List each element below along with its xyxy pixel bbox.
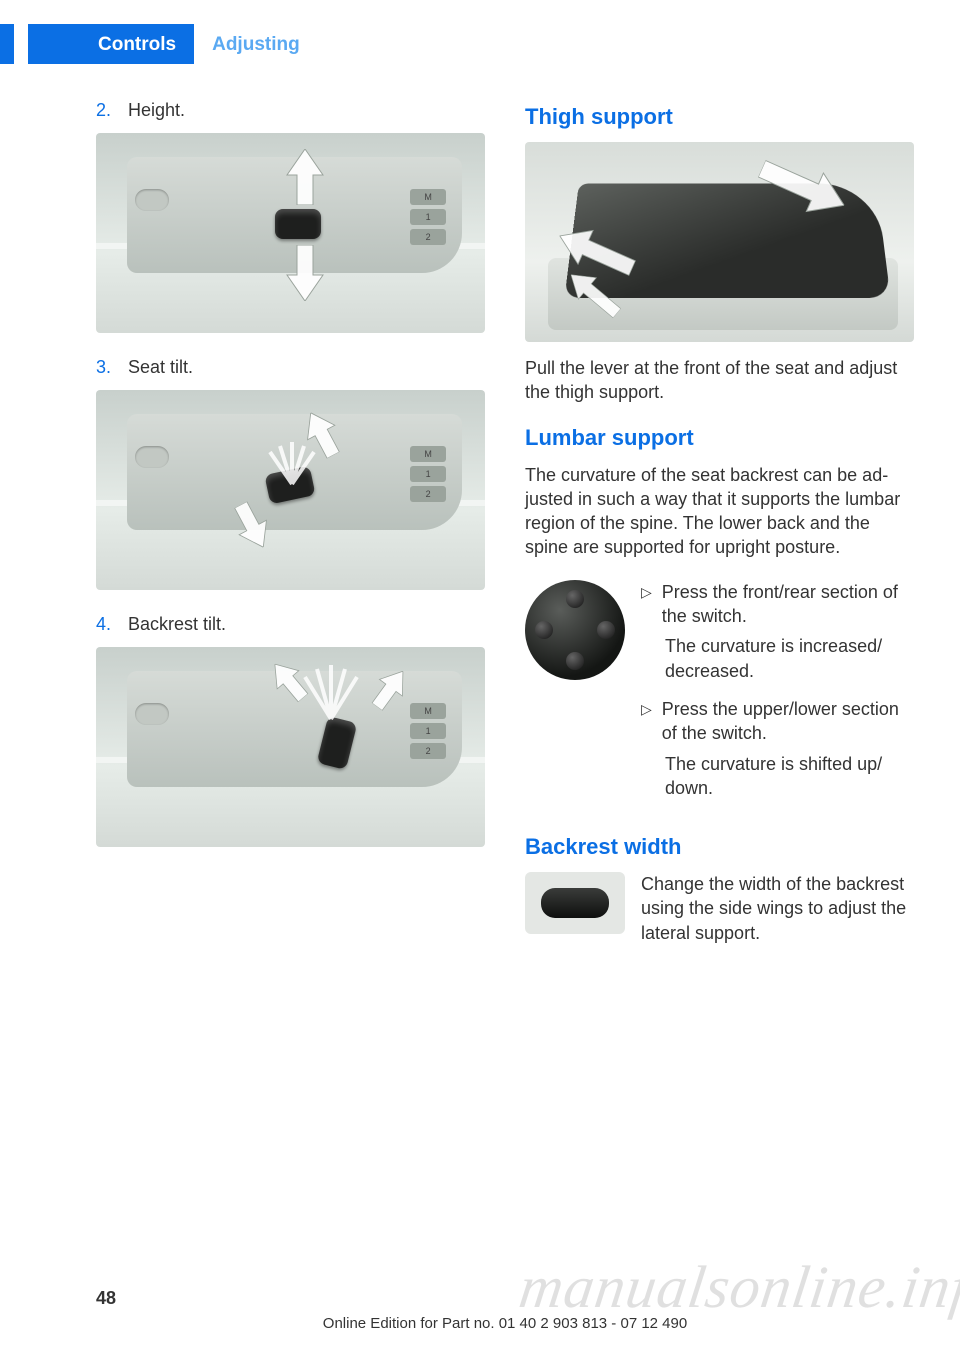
bullet-text: Press the upper/lower sec­tion of the sw… bbox=[662, 697, 914, 746]
figure-height: M 1 2 bbox=[96, 133, 485, 333]
heading-lumbar-support: Lumbar support bbox=[525, 425, 914, 451]
page-number: 48 bbox=[96, 1288, 914, 1309]
right-column: Thigh support Pull the lever at the fron… bbox=[525, 100, 914, 965]
text-thigh-support: Pull the lever at the front of the seat … bbox=[525, 356, 914, 405]
figure-backrest-tilt: M 1 2 bbox=[96, 647, 485, 847]
bullet-sub: The curvature is increased/ decreased. bbox=[665, 634, 914, 683]
bullet-sub: The curvature is shifted up/ down. bbox=[665, 752, 914, 801]
text-lumbar-intro: The curvature of the seat backrest can b… bbox=[525, 463, 914, 560]
list-label: Seat tilt. bbox=[128, 357, 193, 378]
left-column: 2. Height. M 1 2 3. Seat tilt. M 1 bbox=[96, 100, 485, 965]
memory-m: M bbox=[410, 189, 446, 205]
bullet-text: Press the front/rear section of the swit… bbox=[662, 580, 914, 629]
arrow-down-icon bbox=[283, 245, 327, 301]
heading-thigh-support: Thigh support bbox=[525, 104, 914, 130]
list-item-seat-tilt: 3. Seat tilt. bbox=[96, 357, 485, 378]
list-label: Backrest tilt. bbox=[128, 614, 226, 635]
lumbar-bullets: ▷ Press the front/rear section of the sw… bbox=[641, 580, 914, 814]
lumbar-switch-icon bbox=[525, 580, 625, 680]
list-number: 3. bbox=[96, 357, 114, 378]
side-margin bbox=[0, 0, 28, 1362]
memory-2: 2 bbox=[410, 229, 446, 245]
heading-backrest-width: Backrest width bbox=[525, 834, 914, 860]
side-blue-stub bbox=[0, 24, 14, 64]
list-number: 2. bbox=[96, 100, 114, 121]
tilt-fan-icon bbox=[252, 434, 332, 514]
figure-seat-tilt: M 1 2 bbox=[96, 390, 485, 590]
figure-thigh-support bbox=[525, 142, 914, 342]
arrow-up-icon bbox=[283, 149, 327, 205]
list-item-height: 2. Height. bbox=[96, 100, 485, 121]
backrest-width-switch-icon bbox=[525, 872, 625, 934]
footer: 48 Online Edition for Part no. 01 40 2 9… bbox=[96, 1288, 914, 1332]
list-item-backrest-tilt: 4. Backrest tilt. bbox=[96, 614, 485, 635]
backrest-row: Change the width of the backrest using t… bbox=[525, 872, 914, 945]
bullet-icon: ▷ bbox=[641, 697, 652, 746]
text-backrest-width: Change the width of the backrest using t… bbox=[641, 872, 914, 945]
memory-1: 1 bbox=[410, 209, 446, 225]
lumbar-row: ▷ Press the front/rear section of the sw… bbox=[525, 580, 914, 814]
backrest-fan-icon bbox=[291, 659, 371, 729]
breadcrumb-adjusting: Adjusting bbox=[194, 24, 318, 64]
breadcrumb-controls: Controls bbox=[28, 24, 194, 64]
footer-edition-line: Online Edition for Part no. 01 40 2 903 … bbox=[96, 1315, 914, 1332]
list-number: 4. bbox=[96, 614, 114, 635]
breadcrumb-header: Controls Adjusting bbox=[28, 24, 914, 64]
list-label: Height. bbox=[128, 100, 185, 121]
bullet-icon: ▷ bbox=[641, 580, 652, 629]
